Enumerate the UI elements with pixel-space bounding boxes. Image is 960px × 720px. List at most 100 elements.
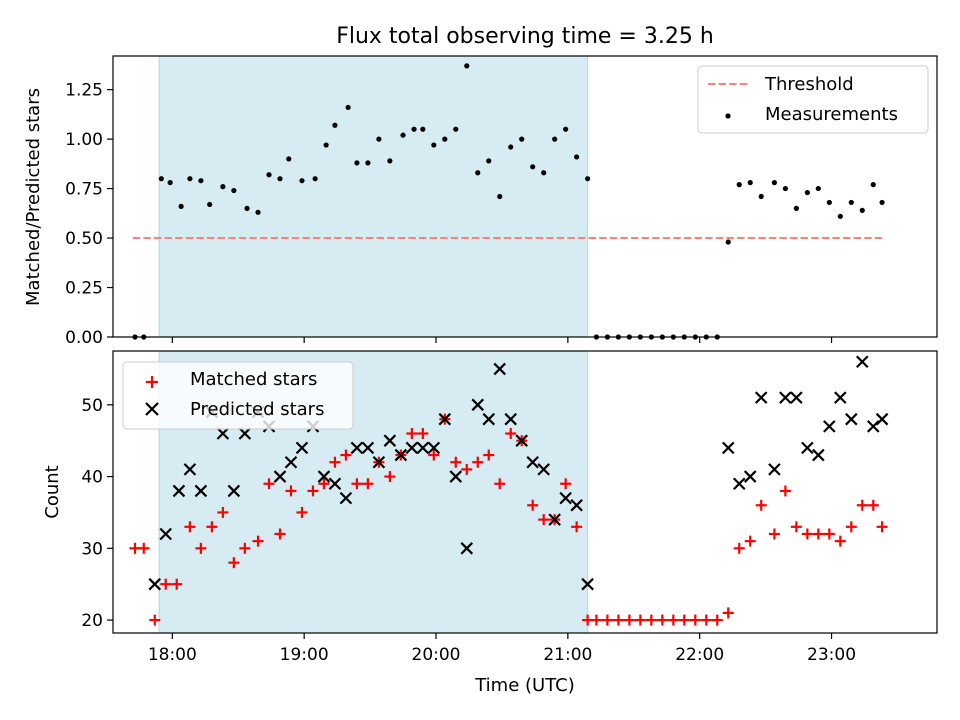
predicted-star-point (856, 355, 869, 369)
predicted-star-point (284, 455, 298, 469)
matched-star-point (801, 528, 813, 540)
matched-star-point (645, 614, 657, 626)
predicted-star-point (460, 542, 474, 555)
measurement-point (497, 193, 503, 200)
predicted-star-point (438, 412, 452, 426)
matched-star-point (362, 478, 374, 490)
matched-star-point (590, 614, 602, 626)
matched-star-point (538, 514, 550, 526)
matched-star-point (263, 478, 275, 490)
predicted-star-point (559, 491, 572, 505)
predicted-star-point (537, 463, 550, 476)
measurement-point (870, 182, 876, 188)
top-y-tick-label: 1.25 (65, 81, 103, 101)
predicted-star-point (581, 577, 594, 591)
predicted-star-point (449, 470, 463, 483)
predicted-star-point (834, 391, 847, 404)
top-y-axis: 0.00 0.25 0.50 0.75 1.00 1.25 (65, 81, 113, 348)
top-plot-frame (112, 55, 938, 338)
predicted-star-point (148, 577, 162, 591)
bottom-legend: Matched stars Predicted stars (122, 361, 354, 430)
measurement-point (758, 193, 764, 200)
matched-star-point (755, 499, 767, 511)
predicted-star-point (194, 484, 208, 498)
chart-title: Flux total observing time = 3.25 h (336, 24, 714, 49)
measurement-point (519, 136, 525, 142)
measurement-point (442, 136, 448, 142)
matched-star-point (340, 449, 352, 461)
matched-star-point (206, 521, 218, 533)
matched-star-point (867, 499, 879, 511)
measurement-point (277, 176, 283, 182)
matched-star-point (417, 428, 429, 440)
measurement-point (387, 158, 393, 164)
measurement-point (323, 142, 329, 148)
predicted-star-point (493, 362, 507, 376)
legend-predicted-label: Predicted stars (190, 399, 324, 420)
legend-threshold-label: Threshold (764, 74, 854, 95)
matched-star-point (171, 578, 183, 590)
predicted-star-point (515, 434, 528, 447)
measurement-point (552, 136, 558, 142)
matched-star-point (195, 542, 207, 554)
matched-star-point (318, 478, 330, 490)
measurement-point (782, 185, 788, 192)
predicted-star-point (405, 441, 419, 455)
matched-star-point (656, 614, 668, 626)
measurement-point (815, 185, 821, 192)
measurement-point (299, 178, 305, 184)
predicted-star-point (238, 427, 252, 440)
matched-star-point (733, 542, 745, 554)
top-y-tick-label: 1.00 (65, 130, 103, 150)
measurement-point (255, 209, 261, 215)
legend-matched-swatch (146, 376, 158, 388)
matched-star-point (239, 542, 251, 554)
bottom-y-axis: 20 30 40 50 (81, 396, 113, 631)
predicted-star-point (383, 434, 397, 447)
matched-star-point (722, 607, 734, 619)
bottom-plot-frame (112, 350, 938, 634)
predicted-star-point (361, 441, 375, 455)
measurement-point (837, 213, 843, 219)
measurement-point (266, 172, 272, 178)
matched-star-point (571, 521, 583, 533)
measurement-point (464, 63, 470, 69)
matched-star-point (461, 463, 473, 475)
matched-star-point (494, 478, 506, 490)
predicted-star-point (273, 470, 287, 483)
matched-star-point (560, 478, 572, 490)
predicted-star-point (471, 398, 485, 412)
matched-star-point (472, 456, 484, 468)
predicted-star-point (339, 491, 353, 505)
matched-star-point (812, 528, 824, 540)
matched-star-point (711, 614, 723, 626)
predicted-star-point (823, 420, 836, 433)
measurement-point (585, 176, 591, 182)
measurement-point (431, 142, 437, 148)
measurement-point (859, 207, 865, 213)
top-y-tick-label: 0.50 (65, 229, 103, 249)
measurement-point (365, 160, 371, 166)
predicted-star-point (866, 420, 880, 433)
matched-star-point (876, 521, 888, 533)
matched-star-point (779, 485, 791, 497)
measurement-point (332, 122, 338, 128)
bottom-legend-box (122, 361, 354, 430)
legend-predicted-swatch (145, 402, 159, 416)
measurement-point (508, 144, 514, 150)
bottom-y-tick-label: 50 (81, 396, 103, 416)
predicted-star-point (845, 412, 858, 426)
predicted-star-point (768, 463, 781, 476)
matched-star-point (768, 528, 780, 540)
bottom-y-tick-label: 20 (81, 611, 103, 631)
measurement-point (420, 126, 426, 132)
x-tick-label: 22:00 (675, 645, 724, 665)
matched-star-point (450, 456, 462, 468)
measurement-point (207, 201, 213, 208)
x-tick-label: 20:00 (412, 645, 461, 665)
top-y-tick-label: 0.75 (65, 180, 103, 200)
x-tick-label: 19:00 (280, 645, 329, 665)
matched-star-point (252, 535, 264, 547)
matched-star-point (138, 542, 150, 554)
